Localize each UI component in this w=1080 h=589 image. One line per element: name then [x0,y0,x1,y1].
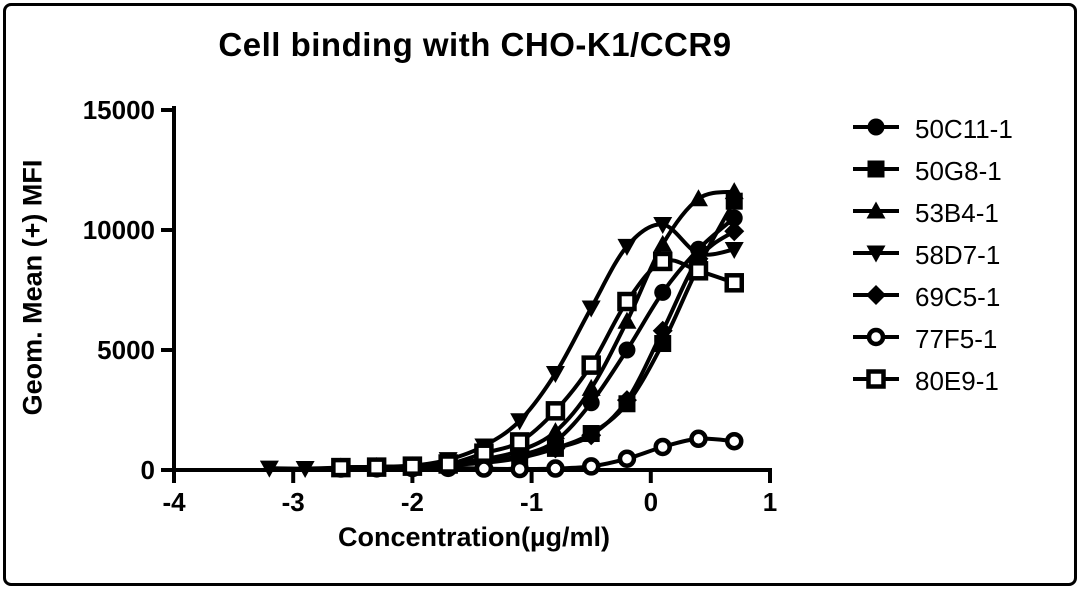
legend-label: 80E9-1 [915,366,999,396]
series-marker-80E9-1 [366,457,387,477]
legend-marker-58D7-1 [866,245,886,262]
series-marker-53B4-1 [688,189,708,207]
series-marker-53B4-1 [581,378,601,396]
triangle-down-filled-icon [852,241,900,270]
y-tick-label: 15000 [83,95,155,125]
legend-label: 69C5-1 [915,282,1001,312]
series-marker-58D7-1 [653,216,673,234]
y-tick-label: 0 [141,455,155,485]
x-tick-label: -3 [282,487,305,517]
y-tick-label: 5000 [97,335,155,365]
y-tick-label: 10000 [83,215,155,245]
series-marker-58D7-1 [259,460,279,478]
x-tick-label: -4 [162,487,186,517]
series-marker-77F5-1 [689,429,708,449]
series-marker-80E9-1 [331,457,351,478]
series-marker-58D7-1 [581,300,601,318]
circle-open-icon [852,325,900,354]
series-marker-53B4-1 [653,234,673,252]
legend-item-50G8-1: 50G8-1 [852,150,1013,192]
series-marker-77F5-1 [724,431,744,451]
series-marker-77F5-1 [653,437,672,457]
chart-title: Cell binding with CHO-K1/CCR9 [218,26,732,63]
series-marker-80E9-1 [545,401,566,421]
x-axis-label: Concentration(µg/ml) [337,522,611,552]
series-curve-69C5-1 [338,229,737,470]
legend-item-69C5-1: 69C5-1 [852,276,1013,318]
series-marker-80E9-1 [581,355,601,375]
series-marker-69C5-1 [545,438,566,459]
legend-item-53B4-1: 53B4-1 [852,192,1013,234]
series-marker-77F5-1 [581,457,601,476]
legend-marker-50C11-1 [867,118,885,135]
series-marker-69C5-1 [616,390,637,411]
legend-item-50C11-1: 50C11-1 [852,108,1013,150]
series-marker-77F5-1 [474,459,494,478]
series-curve-80E9-1 [338,258,737,470]
series-marker-53B4-1 [617,311,637,329]
series-marker-58D7-1 [295,461,315,479]
series-marker-77F5-1 [510,459,529,479]
legend-label: 77F5-1 [915,324,998,354]
series-marker-80E9-1 [509,432,530,452]
x-tick-label: -1 [520,487,543,517]
series-marker-58D7-1 [510,413,530,431]
legend-item-80E9-1: 80E9-1 [852,360,1013,402]
series-marker-69C5-1 [581,425,602,446]
legend-marker-77F5-1 [866,327,886,346]
legend: 50C11-1 50G8-1 53B4-1 58D7-1 69C5-1 77F5-1 80E… [852,108,1013,402]
series-marker-53B4-1 [724,182,744,200]
series-marker-80E9-1 [617,291,637,312]
legend-label: 50G8-1 [915,156,1002,186]
circle-filled-icon [852,115,900,144]
legend-item-77F5-1: 77F5-1 [852,318,1013,360]
legend-label: 53B4-1 [915,198,999,228]
series-marker-80E9-1 [474,443,494,463]
x-tick-label: -2 [401,487,424,517]
series-marker-80E9-1 [402,456,423,476]
series-marker-58D7-1 [545,366,565,384]
series-marker-77F5-1 [617,449,637,468]
legend-marker-80E9-1 [866,368,886,389]
square-filled-icon [852,157,900,186]
legend-label: 50C11-1 [915,114,1013,144]
series-marker-80E9-1 [724,273,744,293]
diamond-filled-icon [852,283,900,312]
series-marker-58D7-1 [724,241,744,259]
series-marker-50C11-1 [725,209,743,227]
triangle-up-filled-icon [852,199,900,228]
legend-label: 58D7-1 [915,240,1001,270]
series-marker-69C5-1 [652,320,673,341]
square-open-icon [852,367,900,396]
legend-marker-50G8-1 [867,160,885,177]
series-marker-80E9-1 [652,251,673,272]
x-tick-label: 0 [644,487,658,517]
legend-marker-69C5-1 [866,284,886,305]
legend-marker-53B4-1 [866,201,886,218]
series-marker-80E9-1 [688,261,709,281]
series-marker-50C11-1 [582,394,600,412]
series-marker-50C11-1 [654,283,672,301]
series-marker-80E9-1 [438,454,458,474]
series-marker-50C11-1 [618,341,636,359]
x-tick-label: 1 [763,487,777,517]
series-marker-77F5-1 [546,459,565,478]
legend-item-58D7-1: 58D7-1 [852,234,1013,276]
series-marker-53B4-1 [545,422,565,440]
series-marker-69C5-1 [724,221,745,242]
series-marker-58D7-1 [617,238,637,256]
